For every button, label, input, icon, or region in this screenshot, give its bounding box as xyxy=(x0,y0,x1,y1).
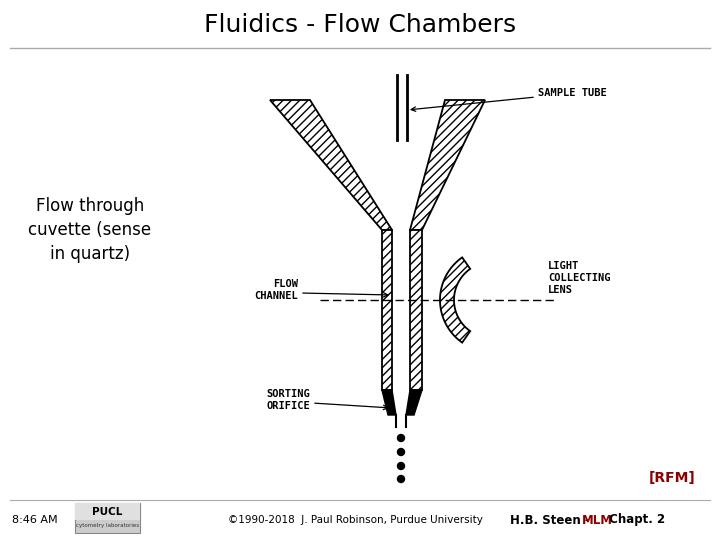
Polygon shape xyxy=(440,258,470,342)
Text: Chapt. 2: Chapt. 2 xyxy=(605,514,665,526)
Polygon shape xyxy=(382,230,392,390)
Polygon shape xyxy=(406,390,422,415)
Text: PUCL: PUCL xyxy=(92,507,122,517)
Text: SORTING
ORIFICE: SORTING ORIFICE xyxy=(266,389,310,411)
Circle shape xyxy=(397,435,405,442)
Text: H.B. Steen -: H.B. Steen - xyxy=(510,514,594,526)
Text: Fluidics - Flow Chambers: Fluidics - Flow Chambers xyxy=(204,13,516,37)
Polygon shape xyxy=(410,230,422,390)
Text: LIGHT
COLLECTING
LENS: LIGHT COLLECTING LENS xyxy=(548,261,611,295)
FancyBboxPatch shape xyxy=(75,503,140,519)
Circle shape xyxy=(397,476,405,483)
Text: cytometry laboratories: cytometry laboratories xyxy=(76,523,139,528)
Text: SAMPLE TUBE: SAMPLE TUBE xyxy=(538,88,607,98)
Text: ©1990-2018  J. Paul Robinson, Purdue University: ©1990-2018 J. Paul Robinson, Purdue Univ… xyxy=(228,515,482,525)
Polygon shape xyxy=(270,100,392,230)
Polygon shape xyxy=(382,390,396,415)
Text: MLM: MLM xyxy=(582,514,613,526)
FancyBboxPatch shape xyxy=(75,503,140,533)
Circle shape xyxy=(397,449,405,456)
Text: Flow through
cuvette (sense
in quartz): Flow through cuvette (sense in quartz) xyxy=(28,198,152,262)
Text: 8:46 AM: 8:46 AM xyxy=(12,515,58,525)
Text: [RFM]: [RFM] xyxy=(648,471,695,485)
Circle shape xyxy=(397,462,405,469)
Polygon shape xyxy=(410,100,485,230)
Text: FLOW
CHANNEL: FLOW CHANNEL xyxy=(254,279,298,301)
